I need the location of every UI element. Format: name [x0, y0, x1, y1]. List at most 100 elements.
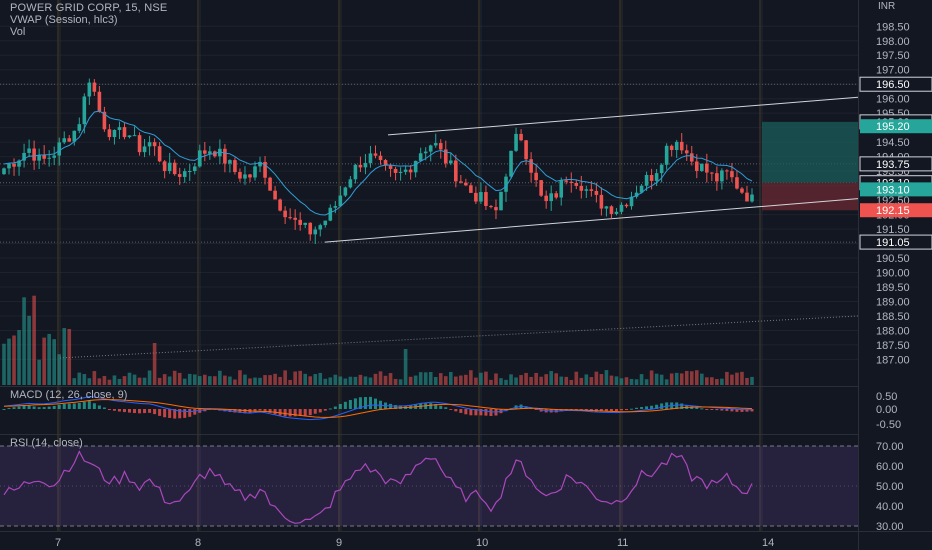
time-tick-label: 10: [476, 537, 488, 549]
volume-bar: [147, 370, 152, 385]
volume-bar: [403, 349, 408, 385]
candle-body: [12, 163, 16, 167]
candle-body: [469, 185, 473, 193]
candle-body: [37, 154, 41, 161]
volume-bar: [459, 375, 463, 385]
macd-histogram-bar: [268, 409, 272, 413]
volume-bar: [489, 379, 493, 385]
macd-histogram-bar: [459, 409, 463, 413]
vol-legend[interactable]: Vol: [10, 26, 26, 38]
volume-bar: [479, 372, 483, 385]
symbol-title[interactable]: POWER GRID CORP, 15, NSE: [10, 2, 168, 14]
macd-histogram-bar: [655, 404, 659, 409]
symbol-legend[interactable]: POWER GRID CORP, 15, NSE VWAP (Session, …: [10, 2, 167, 38]
candle-body: [82, 96, 87, 125]
candle-body: [167, 162, 172, 171]
volume-bar: [624, 377, 629, 385]
candle-body: [197, 150, 202, 167]
volume-bar: [448, 372, 453, 385]
volume-bar: [559, 376, 564, 385]
volume-bar: [187, 373, 192, 385]
macd-histogram-bar: [47, 406, 51, 409]
candle-body: [594, 190, 599, 195]
volume-bar: [162, 374, 167, 385]
macd-histogram-bar: [288, 409, 292, 417]
candle-body: [423, 151, 428, 154]
candle-body: [17, 160, 21, 167]
macd-histogram-bar: [87, 401, 91, 409]
volume-bar: [253, 377, 257, 385]
candle-body: [67, 138, 72, 142]
volume-bar: [107, 379, 112, 385]
rsi-legend[interactable]: RSI (14, close): [10, 437, 83, 449]
candle-body: [408, 169, 413, 173]
candlesticks[interactable]: [2, 78, 754, 244]
volume-bar: [484, 371, 488, 385]
macd-histogram-bar: [163, 409, 167, 418]
macd-histogram-bar: [293, 409, 297, 417]
volume-bar: [659, 374, 664, 385]
price-tag: [860, 182, 932, 197]
price-tick-label: 187.50: [876, 340, 910, 352]
time-axis[interactable]: 7 8 9 10 11 14: [55, 537, 774, 549]
volume-bar: [408, 376, 413, 385]
candle-body: [373, 153, 378, 156]
volume-bar: [654, 373, 659, 385]
volume-bar: [82, 374, 87, 385]
volume-bar: [368, 377, 373, 385]
volume-bar: [614, 376, 619, 385]
volume-bar: [318, 372, 323, 385]
volume-bar: [293, 371, 297, 385]
trend-channel[interactable]: [59, 96, 859, 359]
price-axis[interactable]: 198.50 198.00 197.50 197.00 196.50 196.00 195.…: [876, 21, 910, 533]
volume-bar: [720, 378, 724, 385]
volume-bar: [599, 374, 604, 385]
macd-histogram-bar: [243, 409, 247, 414]
candle-body: [393, 168, 398, 173]
volume-bar: [228, 376, 232, 385]
volume-bar: [132, 374, 137, 385]
volume-bar: [649, 370, 654, 385]
volume-bar: [474, 377, 478, 385]
macd-histogram-bar: [52, 406, 56, 409]
macd-histogram-bar: [168, 409, 172, 418]
macd-histogram-bar: [695, 407, 699, 409]
candle-body: [609, 206, 614, 214]
macd-legend[interactable]: MACD (12, 26, close, 9): [10, 389, 128, 401]
candle-body: [22, 152, 26, 161]
macd-pane: [2, 395, 754, 421]
candle-body: [152, 142, 157, 147]
volume-bar: [619, 378, 624, 385]
vwap-legend[interactable]: VWAP (Session, hlc3): [10, 14, 118, 26]
candle-body: [529, 159, 533, 173]
volume-trend-line: [59, 315, 859, 359]
macd-histogram-bar: [67, 403, 71, 409]
volume-bar: [674, 372, 679, 385]
candle-body: [413, 160, 418, 173]
macd-histogram-bar: [153, 409, 157, 415]
candle-body: [353, 164, 358, 180]
candle-body: [47, 157, 51, 159]
volume-bar: [223, 375, 227, 385]
candle-body: [554, 193, 559, 198]
macd-histogram-bar: [82, 401, 86, 409]
volume-bar: [383, 375, 388, 385]
candle-body: [137, 135, 142, 153]
macd-histogram-bar: [133, 409, 137, 414]
macd-histogram-bar: [715, 409, 719, 411]
macd-histogram-bar: [710, 409, 714, 410]
candle-body: [313, 229, 318, 235]
macd-histogram-bar: [705, 409, 709, 410]
volume-bar: [725, 371, 729, 385]
candle-body: [494, 207, 498, 211]
session-breaks: [57, 0, 763, 531]
candle-body: [278, 199, 282, 211]
volume-bar: [705, 377, 709, 385]
volume-bar: [167, 376, 172, 385]
volume-bar: [77, 372, 82, 385]
macd-histogram-bar: [534, 409, 538, 410]
candle-body: [398, 171, 403, 173]
long-position-tool[interactable]: [762, 121, 858, 211]
volume-bar: [32, 295, 36, 385]
